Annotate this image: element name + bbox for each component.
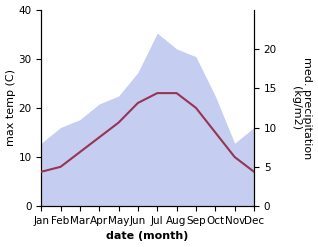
Y-axis label: max temp (C): max temp (C)	[5, 69, 16, 146]
Y-axis label: med. precipitation
(kg/m2): med. precipitation (kg/m2)	[291, 57, 313, 159]
X-axis label: date (month): date (month)	[107, 231, 189, 242]
